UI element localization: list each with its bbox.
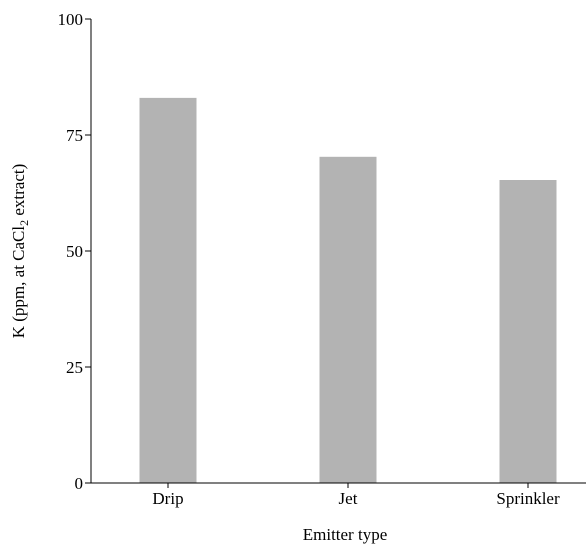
y-ticks-group: 0 25 50 75 100 (58, 10, 91, 493)
bar-jet (319, 156, 377, 484)
y-axis-title-tail: extract) (9, 164, 28, 220)
x-tick-label: Drip (152, 489, 183, 508)
x-axis: Drip Jet Sprinkler (91, 482, 586, 508)
y-axis-title-subscript: 2 (17, 220, 31, 226)
bar-sprinkler (499, 180, 557, 483)
y-tick-label: 0 (75, 474, 84, 493)
x-tick-label: Jet (339, 489, 358, 508)
y-tick-label: 100 (58, 10, 84, 29)
y-axis-title-main: K (ppm, at CaCl (9, 226, 28, 339)
y-tick-label: 75 (66, 126, 83, 145)
x-ticks-group: Drip Jet Sprinkler (152, 483, 560, 508)
y-tick-label: 25 (66, 358, 83, 377)
bar-drip (139, 97, 197, 483)
x-axis-title: Emitter type (303, 525, 388, 544)
y-tick-label: 50 (66, 242, 83, 261)
bars-group (139, 97, 557, 484)
y-axis: 0 25 50 75 100 (58, 10, 92, 493)
x-tick-label: Sprinkler (496, 489, 560, 508)
y-axis-title: K (ppm, at CaCl2 extract) (9, 164, 31, 339)
